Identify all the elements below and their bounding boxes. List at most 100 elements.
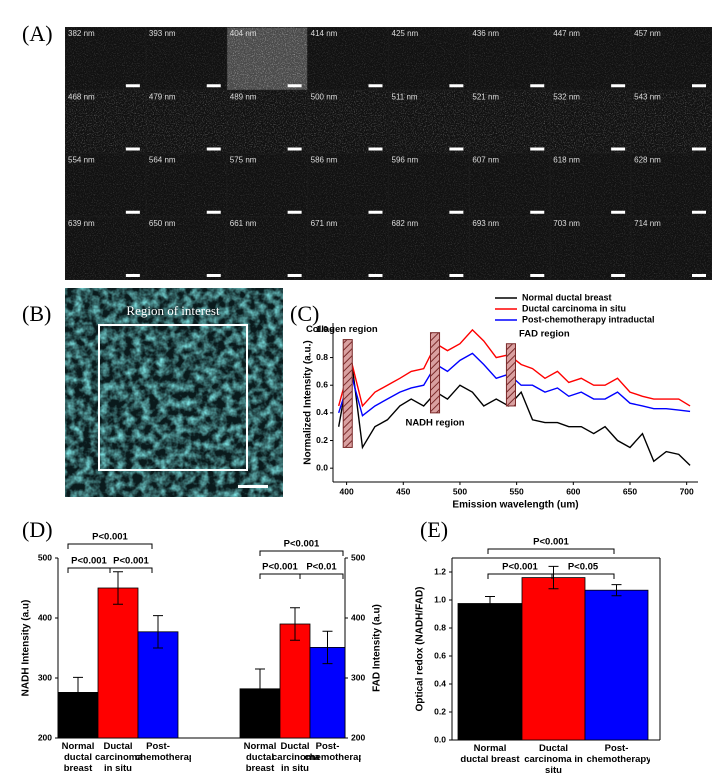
micrograph-texture [65, 288, 283, 497]
bar [584, 589, 649, 741]
x-tick-label: 600 [566, 486, 580, 496]
x-tick-label: 500 [453, 486, 467, 496]
tile-texture [146, 90, 227, 153]
tile-texture [308, 154, 388, 217]
tile-label: 564 nm [149, 156, 176, 165]
significance-label: P<0.001 [71, 556, 107, 567]
tile-texture [65, 90, 146, 153]
significance-bracket [259, 573, 301, 579]
category-text: Post-chemotherapy [586, 743, 650, 765]
scale-bar [287, 147, 302, 151]
scale-bar [125, 274, 140, 277]
tile-texture [469, 90, 550, 153]
tile-label: 393 nm [149, 29, 176, 38]
scale-bar [206, 84, 221, 88]
category-label: Post-chemotherapy [586, 743, 650, 765]
tile-texture [550, 27, 631, 90]
panel-label: (A) [22, 21, 53, 46]
tile-label: 404 nm [230, 29, 257, 38]
bar [521, 577, 586, 741]
y-axis-label: NADH Intensity (a.u) [21, 600, 32, 697]
error-bar [255, 668, 265, 710]
tile-texture [389, 154, 469, 217]
tile-texture [389, 90, 469, 153]
significance-bracket [109, 567, 153, 573]
scale-bar [530, 274, 545, 277]
scale-bar [611, 274, 626, 277]
scale-bar [611, 147, 626, 151]
scale-bar [611, 210, 626, 214]
x-tick-label: 400 [340, 486, 354, 496]
error-bar [153, 615, 163, 649]
region-label: NADH region [405, 417, 464, 428]
category-text: Normal ductal breast [243, 741, 277, 774]
legend-label: Normal ductal breast [522, 292, 612, 302]
y-tick-label: 1.0 [316, 324, 328, 334]
tile-label: 414 nm [311, 29, 338, 38]
region-label: FAD region [519, 328, 570, 339]
tile-label: 554 nm [68, 156, 95, 165]
scale-bar [287, 84, 302, 88]
tile-texture [65, 154, 146, 217]
y-tick-label: 300 [351, 672, 365, 682]
highlight-region [505, 343, 516, 407]
significance-bracket [259, 550, 344, 556]
scale-bar [449, 274, 464, 277]
tile-texture [227, 27, 308, 90]
error-bar [485, 596, 495, 611]
significance-label: P<0.05 [568, 562, 599, 573]
scale-bar [449, 210, 464, 214]
tile-label: 479 nm [149, 92, 176, 101]
y-axis-label: FAD Intensity (a.u) [372, 604, 383, 692]
tile-texture [308, 27, 388, 90]
y-tick-label: 0.4 [434, 678, 446, 688]
tile-label: 436 nm [472, 29, 499, 38]
y-tick-label: 0.6 [316, 379, 328, 389]
tile-label: 650 nm [149, 219, 176, 228]
tile-label: 693 nm [472, 219, 499, 228]
scale-bar [530, 84, 545, 88]
legend-label: Post-chemotherapy intraductal [522, 314, 655, 324]
error-bar [548, 565, 559, 590]
y-tick-label: 0.8 [434, 622, 446, 632]
category-label: Normal ductal breast [243, 741, 277, 774]
x-tick-label: 550 [510, 486, 524, 496]
legend-label: Ductal carcinoma in situ [522, 303, 626, 313]
category-label: Post-chemotherapy [304, 741, 361, 763]
tile-label: 457 nm [634, 29, 661, 38]
tile-label: 425 nm [392, 29, 419, 38]
category-text: Post-chemotherapy [304, 741, 361, 763]
significance-label: P<0.001 [113, 556, 149, 567]
category-label: Post-chemotherapy [135, 741, 191, 763]
significance-bracket [67, 543, 153, 549]
category-text: Normal ductal breast [460, 743, 520, 765]
panel-label: (D) [22, 517, 53, 542]
category-text: Ductal carcinoma in situ [272, 741, 320, 774]
tile-label: 521 nm [472, 92, 499, 101]
y-tick-label: 400 [351, 612, 365, 622]
y-tick-label: 200 [351, 732, 365, 742]
highlight-region [429, 332, 441, 414]
category-label: Ductal carcinoma in situ [272, 741, 320, 774]
tile-texture [550, 217, 631, 280]
tile-label: 489 nm [230, 92, 257, 101]
tile-texture [469, 154, 550, 217]
y-tick-label: 0.4 [316, 407, 328, 417]
error-bar [73, 676, 83, 708]
error-bar [611, 584, 622, 597]
significance-label: P<0.001 [92, 532, 128, 543]
tile-label: 628 nm [634, 156, 661, 165]
tile-label: 671 nm [311, 219, 338, 228]
error-bar [290, 607, 300, 641]
scale-bar [530, 210, 545, 214]
tile-texture [469, 217, 550, 280]
scale-bar [206, 274, 221, 277]
tile-texture [550, 90, 631, 153]
tile-label: 532 nm [553, 92, 580, 101]
tile-texture [389, 217, 469, 280]
scale-bar [449, 84, 464, 88]
tile-texture [227, 154, 308, 217]
y-tick-label: 0.2 [434, 706, 446, 716]
y-tick-label: 500 [38, 552, 52, 562]
bar [457, 603, 523, 741]
